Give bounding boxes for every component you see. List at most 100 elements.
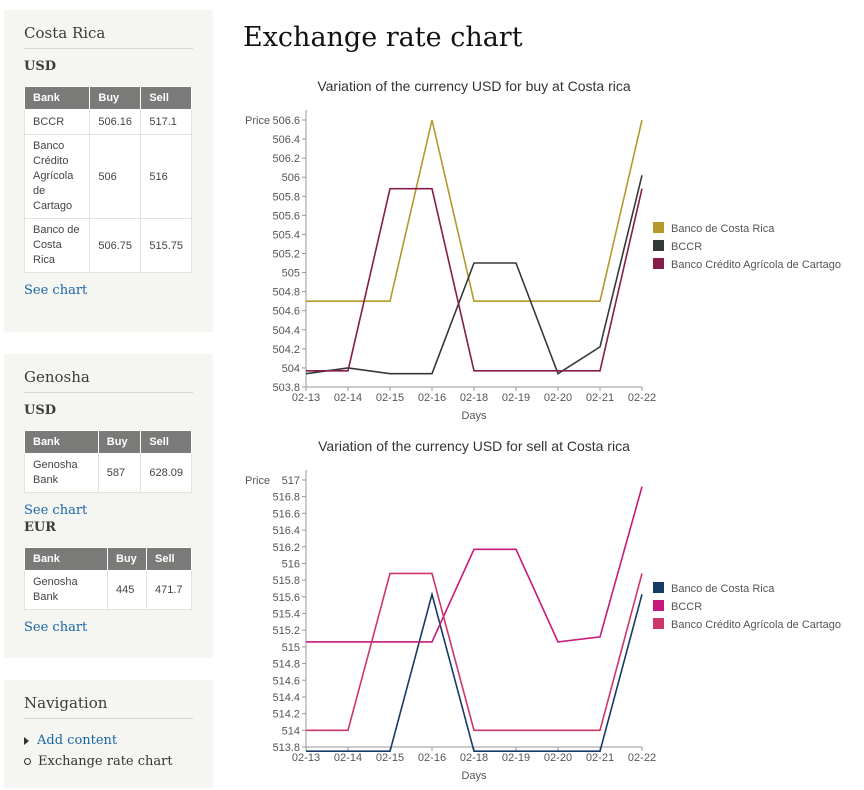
bank-cell: Banco de Costa Rica	[23, 218, 91, 273]
y-tick-label: 515.6	[272, 592, 300, 604]
series-line	[305, 175, 643, 375]
y-tick-label: 504.6	[272, 306, 300, 318]
legend-label: BCCR	[671, 601, 702, 613]
bank-cell: Genosha Bank	[24, 453, 99, 493]
y-tick-label: 504.2	[272, 344, 300, 356]
table-row: Genosha Bank 587 628.09	[24, 453, 192, 493]
y-tick-label: 513.8	[272, 742, 300, 754]
y-tick-label: 514.8	[272, 659, 300, 671]
y-axis-label: Price	[245, 475, 270, 487]
series-line	[306, 572, 643, 732]
series-line	[306, 486, 643, 643]
series-line	[306, 187, 643, 372]
currency-heading: EUR	[24, 520, 57, 535]
column-header: Sell	[146, 547, 192, 571]
x-tick-label: 02-18	[460, 752, 488, 764]
y-tick-label: 503.8	[272, 382, 300, 394]
table-header-row: Bank Buy Sell	[23, 86, 192, 110]
x-tick-label: 02-13	[292, 392, 320, 404]
rates-table: Bank Buy Sell Genosha Bank 587 628.09	[24, 430, 192, 493]
block-title: Navigation	[24, 694, 193, 719]
currency-heading: USD	[24, 59, 56, 74]
table-header-row: Bank Buy Sell	[24, 430, 192, 454]
legend-label: BCCR	[671, 241, 702, 253]
series-line	[306, 119, 643, 302]
block-title: Costa Rica	[24, 24, 193, 49]
table-row: BCCR 506.16 517.1	[23, 109, 192, 135]
y-tick-label: 505	[282, 268, 300, 280]
exchange-rate-chart-label: Exchange rate chart	[38, 754, 173, 769]
y-tick-label: 505.8	[272, 191, 300, 203]
block-title: Genosha	[24, 368, 193, 393]
buy-cell: 506	[89, 134, 142, 219]
bank-cell: BCCR	[23, 109, 91, 135]
add-content-link[interactable]: Add content	[37, 733, 118, 748]
legend-swatch	[653, 582, 664, 593]
column-header: Bank	[24, 430, 99, 454]
series-line	[306, 591, 643, 753]
costa-rica-block: Costa Rica USD Bank Buy Sell BCCR 506.16…	[4, 10, 213, 332]
see-chart-link[interactable]: See chart	[24, 283, 88, 298]
see-chart-link[interactable]: See chart	[24, 503, 88, 518]
y-tick-label: 505.4	[272, 229, 300, 241]
buy-cell: 506.16	[89, 109, 142, 135]
sell-cell: 515.75	[140, 218, 192, 273]
x-tick-label: 02-14	[334, 392, 362, 404]
y-tick-label: 506	[282, 172, 300, 184]
buy-cell: 587	[97, 453, 142, 493]
see-chart-link[interactable]: See chart	[24, 620, 88, 635]
y-axis-label: Price	[245, 115, 270, 127]
bank-cell: Genosha Bank	[24, 570, 108, 610]
navigation-menu: Add content Exchange rate chart	[24, 733, 193, 769]
x-tick-label: 02-15	[376, 392, 404, 404]
buy-cell: 506.75	[89, 218, 142, 273]
table-header-row: Bank Buy Sell	[24, 547, 192, 571]
legend-swatch	[653, 258, 664, 269]
column-header: Bank	[24, 547, 108, 571]
legend-swatch	[653, 240, 664, 251]
y-tick-label: 506.2	[272, 153, 300, 165]
buy-cell: 445	[107, 570, 147, 610]
y-tick-label: 514.6	[272, 675, 300, 687]
y-tick-label: 514.4	[272, 692, 300, 704]
legend-label: Banco de Costa Rica	[671, 223, 775, 235]
sell-cell: 516	[140, 134, 192, 219]
y-tick-label: 514.2	[272, 709, 300, 721]
y-tick-label: 505.2	[272, 249, 300, 261]
x-tick-label: 02-19	[502, 752, 530, 764]
sell-cell: 628.09	[140, 453, 192, 493]
legend-swatch	[653, 600, 664, 611]
x-tick-label: 02-16	[418, 392, 446, 404]
y-tick-label: 517	[282, 475, 300, 487]
legend-label: Banco de Costa Rica	[671, 583, 775, 595]
legend-label: Banco Crédito Agrícola de Cartago	[671, 619, 841, 631]
column-header: Buy	[89, 86, 142, 110]
y-tick-label: 504	[282, 363, 300, 375]
column-header: Buy	[97, 430, 142, 454]
y-tick-label: 506.4	[272, 134, 300, 146]
rates-table: Bank Buy Sell BCCR 506.16 517.1 Banco Cr…	[23, 86, 192, 273]
legend-swatch	[653, 618, 664, 629]
sell-cell: 471.7	[146, 570, 192, 610]
y-tick-label: 516.4	[272, 525, 300, 537]
page-title: Exchange rate chart	[243, 22, 523, 53]
column-header: Buy	[107, 547, 147, 571]
charts-area: Variation of the currency USD for buy at…	[236, 66, 856, 782]
sell-cell: 517.1	[140, 109, 192, 135]
bank-cell: Banco Crédito Agrícola de Cartago	[23, 134, 91, 219]
nav-item-exchange-rate-chart: Exchange rate chart	[24, 754, 193, 769]
rates-table: Bank Buy Sell Genosha Bank 445 471.7	[24, 547, 192, 610]
y-tick-label: 504.8	[272, 287, 300, 299]
table-row: Banco Crédito Agrícola de Cartago 506 51…	[23, 134, 192, 219]
table-row: Banco de Costa Rica 506.75 515.75	[23, 218, 192, 273]
y-tick-label: 505.6	[272, 210, 300, 222]
y-tick-label: 516.6	[272, 508, 300, 520]
currency-heading: USD	[24, 403, 56, 418]
y-tick-label: 514	[282, 725, 300, 737]
legend-label: Banco Crédito Agrícola de Cartago	[671, 259, 841, 271]
y-tick-label: 516.2	[272, 542, 300, 554]
y-tick-label: 515.2	[272, 625, 300, 637]
x-tick-label: 02-14	[334, 752, 362, 764]
chart-title: Variation of the currency USD for buy at…	[317, 78, 631, 94]
x-tick-label: 02-21	[586, 392, 614, 404]
